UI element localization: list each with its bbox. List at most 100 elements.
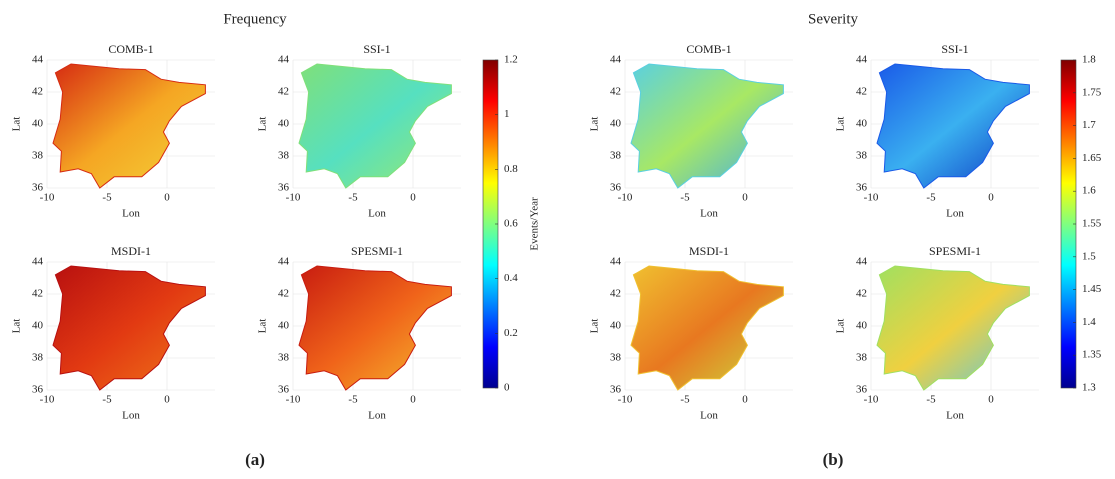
- map-title: SPESMI-1: [351, 244, 403, 258]
- y-tick-label: 38: [856, 352, 868, 364]
- y-tick-label: 38: [32, 352, 44, 364]
- x-tick-label: -10: [864, 192, 879, 204]
- x-axis-label: Lon: [946, 208, 964, 220]
- y-tick-label: 44: [278, 256, 290, 268]
- x-tick-label: -5: [926, 394, 936, 406]
- colorbar-tick-label: 1.7: [1082, 119, 1096, 131]
- y-axis-label: Lat: [11, 117, 23, 132]
- colorbar-tick-label: 1.35: [1082, 349, 1102, 361]
- x-tick-label: -10: [618, 394, 633, 406]
- colorbar-tick-label: 1.3: [1082, 382, 1096, 394]
- x-tick-label: -10: [618, 192, 633, 204]
- y-tick-label: 36: [856, 384, 868, 396]
- x-tick-label: 0: [742, 192, 748, 204]
- y-tick-label: 40: [856, 118, 868, 130]
- x-tick-label: -5: [348, 394, 358, 406]
- y-tick-label: 36: [32, 384, 44, 396]
- y-axis-label: Lat: [835, 319, 847, 334]
- iberia-map: [52, 63, 206, 189]
- x-axis-label: Lon: [368, 208, 386, 220]
- colorbar-tick-label: 0: [504, 382, 510, 394]
- y-tick-label: 40: [32, 118, 44, 130]
- y-tick-label: 42: [32, 86, 43, 98]
- colorbar-tick-label: 0.2: [504, 327, 518, 339]
- y-tick-label: 40: [278, 118, 290, 130]
- y-tick-label: 36: [278, 384, 290, 396]
- x-tick-label: -5: [680, 192, 690, 204]
- map-title: SPESMI-1: [929, 244, 981, 258]
- x-axis-label: Lon: [700, 410, 718, 422]
- y-tick-label: 42: [856, 86, 867, 98]
- x-tick-label: -10: [864, 394, 879, 406]
- map-title: MSDI-1: [111, 244, 151, 258]
- map-title: COMB-1: [108, 42, 153, 56]
- colorbar-tick-label: 1.8: [1082, 54, 1096, 66]
- y-tick-label: 40: [610, 118, 622, 130]
- y-axis-label: Lat: [257, 319, 269, 334]
- iberia-map: [630, 265, 784, 391]
- map-title: SSI-1: [363, 42, 390, 56]
- x-tick-label: -5: [926, 192, 936, 204]
- y-axis-label: Lat: [589, 117, 601, 132]
- colorbar-tick-label: 1.4: [1082, 316, 1096, 328]
- x-tick-label: -5: [102, 394, 112, 406]
- y-tick-label: 44: [610, 54, 622, 66]
- y-tick-label: 38: [610, 150, 622, 162]
- y-tick-label: 36: [856, 182, 868, 194]
- x-axis-label: Lon: [946, 410, 964, 422]
- y-tick-label: 42: [856, 288, 867, 300]
- iberia-map: [876, 265, 1030, 391]
- y-tick-label: 44: [32, 54, 44, 66]
- x-tick-label: 0: [742, 394, 748, 406]
- x-axis-label: Lon: [122, 208, 140, 220]
- y-tick-label: 40: [856, 320, 868, 332]
- x-tick-label: 0: [410, 192, 416, 204]
- colorbar-tick-label: 0.8: [504, 163, 518, 175]
- x-tick-label: -5: [102, 192, 112, 204]
- y-tick-label: 38: [278, 150, 290, 162]
- panel-label: (a): [245, 450, 265, 469]
- y-axis-label: Lat: [11, 319, 23, 334]
- y-axis-label: Lat: [835, 117, 847, 132]
- colorbar-tick-label: 1.2: [504, 54, 518, 66]
- iberia-map: [876, 63, 1030, 189]
- y-tick-label: 38: [610, 352, 622, 364]
- figure-title: Severity: [808, 11, 858, 27]
- y-tick-label: 36: [610, 182, 622, 194]
- x-tick-label: -10: [40, 394, 55, 406]
- colorbar-tick-label: 1.75: [1082, 86, 1102, 98]
- y-axis-label: Lat: [257, 117, 269, 132]
- x-axis-label: Lon: [700, 208, 718, 220]
- iberia-map: [52, 265, 206, 391]
- y-tick-label: 42: [278, 86, 289, 98]
- x-tick-label: 0: [988, 192, 994, 204]
- colorbar-label: Events/Year: [529, 197, 541, 251]
- y-axis-label: Lat: [589, 319, 601, 334]
- x-axis-label: Lon: [122, 410, 140, 422]
- colorbar-tick-label: 1: [504, 108, 510, 120]
- y-tick-label: 36: [610, 384, 622, 396]
- x-tick-label: 0: [410, 394, 416, 406]
- colorbar-tick-label: 0.4: [504, 272, 518, 284]
- iberia-map: [630, 63, 784, 189]
- map-title: SSI-1: [941, 42, 968, 56]
- x-tick-label: -10: [40, 192, 55, 204]
- x-axis-label: Lon: [368, 410, 386, 422]
- y-tick-label: 42: [610, 86, 621, 98]
- y-tick-label: 36: [32, 182, 44, 194]
- panel-label: (b): [823, 450, 844, 469]
- x-tick-label: -10: [286, 192, 301, 204]
- colorbar-tick-label: 1.65: [1082, 152, 1102, 164]
- colorbar-tick-label: 1.55: [1082, 218, 1102, 230]
- y-tick-label: 44: [856, 256, 868, 268]
- colorbar-tick-label: 0.6: [504, 218, 518, 230]
- map-title: COMB-1: [686, 42, 731, 56]
- y-tick-label: 40: [278, 320, 290, 332]
- y-tick-label: 36: [278, 182, 290, 194]
- y-tick-label: 40: [32, 320, 44, 332]
- colorbar-tick-label: 1.6: [1082, 185, 1096, 197]
- y-tick-label: 38: [856, 150, 868, 162]
- y-tick-label: 42: [32, 288, 43, 300]
- y-tick-label: 38: [32, 150, 44, 162]
